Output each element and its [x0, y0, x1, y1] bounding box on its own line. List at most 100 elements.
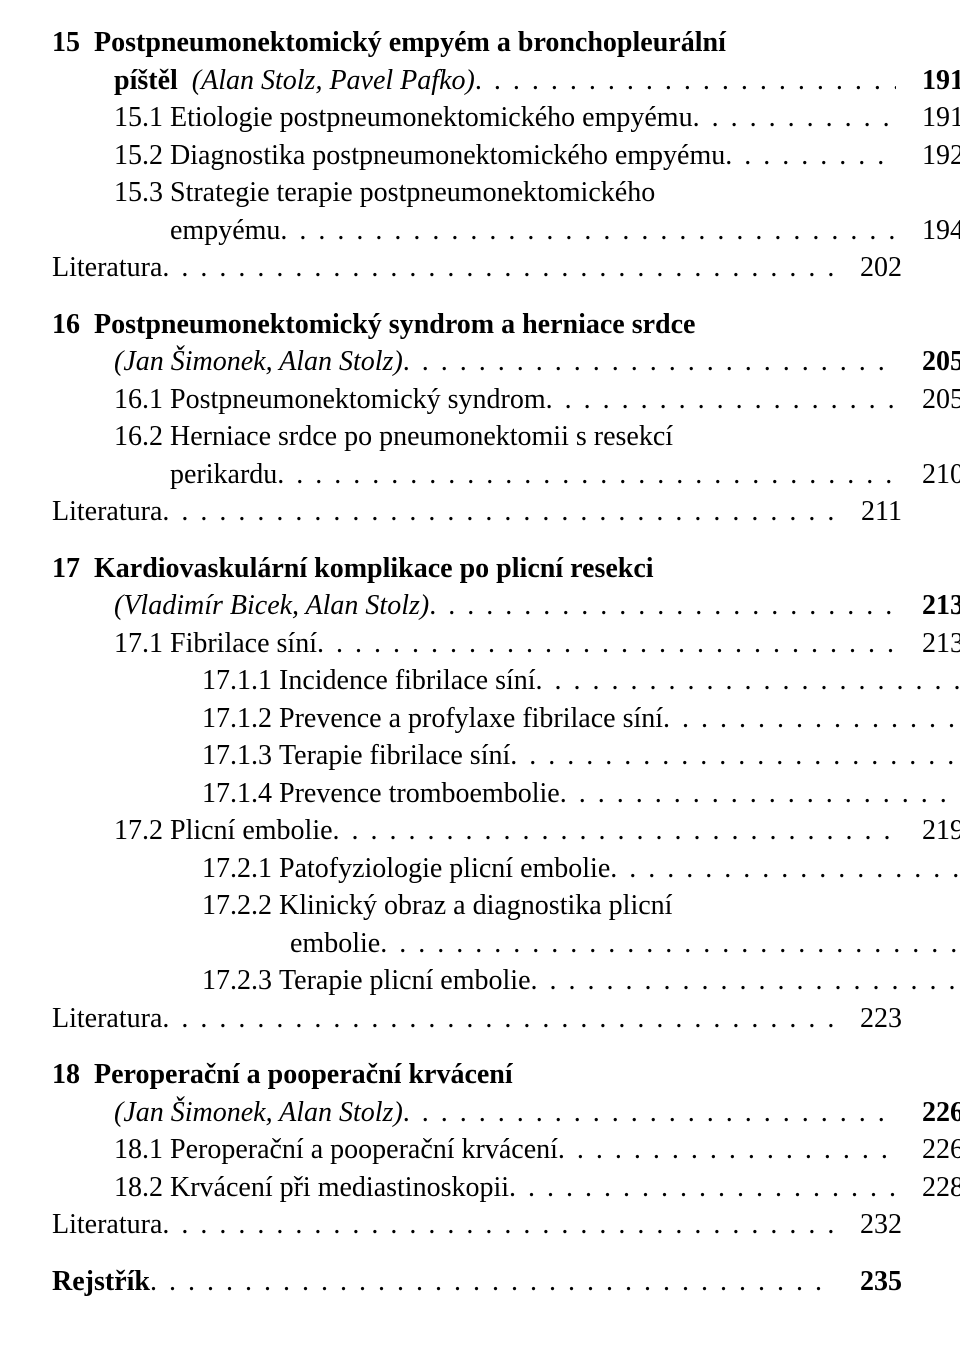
- section-number: 15.3: [114, 174, 170, 212]
- chapter-number: 15: [52, 27, 80, 58]
- section-number: 18.2: [114, 1169, 170, 1207]
- dot-leader: [475, 62, 896, 100]
- section-label: embolie: [290, 925, 380, 963]
- page-number: 223: [834, 1000, 902, 1038]
- chapter-15: 15 Postpneumonektomický empyém a broncho…: [52, 24, 902, 287]
- toc-entry: 17.2 Plicní embolie 219: [52, 812, 960, 850]
- dot-leader: [510, 737, 960, 775]
- section-number: 16.1: [114, 381, 170, 419]
- section-label: Terapie plicní embolie: [279, 962, 531, 1000]
- index-entry: Rejstřík 235: [52, 1263, 902, 1301]
- dot-leader: [531, 962, 960, 1000]
- chapter-authors: (Vladimír Bicek, Alan Stolz): [114, 587, 429, 625]
- section-label: Terapie fibrilace síní: [279, 737, 510, 775]
- page-number: 213: [896, 625, 960, 663]
- dot-leader: [162, 1000, 834, 1038]
- page-number: 235: [834, 1263, 902, 1301]
- section-label: Krvácení při mediastinoskopii: [170, 1169, 509, 1207]
- section-number: 16.2: [114, 418, 170, 456]
- chapter-authors: (Alan Stolz, Pavel Pafko): [192, 65, 475, 96]
- page-number: 202: [834, 249, 902, 287]
- section-label: Incidence fibrilace síní: [279, 662, 536, 700]
- chapter-authors: (Jan Šimonek, Alan Stolz): [114, 343, 403, 381]
- dot-leader: [162, 493, 834, 531]
- dot-leader: [558, 1131, 896, 1169]
- dot-leader: [725, 137, 896, 175]
- chapter-title-text: Kardiovaskulární komplikace po plicní re…: [94, 553, 654, 584]
- dot-leader: [333, 812, 896, 850]
- dot-leader: [693, 99, 896, 137]
- section-number: 17.1: [114, 625, 170, 663]
- section-label: Diagnostika postpneumonektomického empyé…: [170, 137, 725, 175]
- literature-entry: Literatura 232: [52, 1206, 902, 1244]
- literature-label: Literatura: [52, 249, 162, 287]
- page-number: 205: [896, 381, 960, 419]
- section-number: 17.2: [114, 812, 170, 850]
- page-number: 226: [896, 1131, 960, 1169]
- chapter-title: 18 Peroperační a pooperační krvácení: [52, 1056, 902, 1094]
- chapter-authors-line: (Jan Šimonek, Alan Stolz) 205: [52, 343, 960, 381]
- chapter-title-text: Postpneumonektomický syndrom a herniace …: [94, 309, 695, 340]
- toc-entry: 15.2 Diagnostika postpneumonektomického …: [52, 137, 960, 175]
- chapter-title-text: Postpneumonektomický empyém a bronchople…: [94, 27, 726, 58]
- dot-leader: [610, 850, 960, 888]
- section-number: 17.1.2: [202, 700, 279, 738]
- page-number: 205: [896, 343, 960, 381]
- literature-entry: Literatura 202: [52, 249, 902, 287]
- chapter-authors: (Jan Šimonek, Alan Stolz): [114, 1094, 403, 1132]
- chapter-title-text-l2: píštěl: [114, 65, 178, 96]
- section-label: perikardu: [170, 456, 277, 494]
- section-label: Peroperační a pooperační krvácení: [170, 1131, 558, 1169]
- section-label: Postpneumonektomický syndrom: [170, 381, 546, 419]
- dot-leader: [509, 1169, 896, 1207]
- index-label: Rejstřík: [52, 1263, 150, 1301]
- page-number: 228: [896, 1169, 960, 1207]
- toc-entry-line1: 17.2.2 Klinický obraz a diagnostika plic…: [52, 887, 960, 925]
- dot-leader: [150, 1263, 834, 1301]
- toc-entry: 17.1.4 Prevence tromboembolie 218: [52, 775, 960, 813]
- chapter-number: 17: [52, 553, 80, 584]
- chapter-18: 18 Peroperační a pooperační krvácení (Ja…: [52, 1056, 902, 1244]
- toc-entry: 18.1 Peroperační a pooperační krvácení 2…: [52, 1131, 960, 1169]
- section-label: Etiologie postpneumonektomického empyému: [170, 99, 693, 137]
- toc-entry-line2: 15.3 empyému 194: [52, 212, 960, 250]
- toc-entry-line1: 16.2 Herniace srdce po pneumonektomii s …: [52, 418, 960, 456]
- section-number: 18.1: [114, 1131, 170, 1169]
- page-number: 210: [896, 456, 960, 494]
- chapter-17: 17 Kardiovaskulární komplikace po plicní…: [52, 550, 902, 1038]
- page-number: 192: [896, 137, 960, 175]
- page-number: 191: [896, 62, 960, 100]
- toc-entry-line1: 15.3 Strategie terapie postpneumonektomi…: [52, 174, 960, 212]
- dot-leader: [380, 925, 960, 963]
- page-number: 211: [834, 493, 902, 531]
- page-number: 226: [896, 1094, 960, 1132]
- chapter-title-text: Peroperační a pooperační krvácení: [94, 1059, 513, 1090]
- chapter-16: 16 Postpneumonektomický syndrom a hernia…: [52, 306, 902, 531]
- chapter-number: 16: [52, 309, 80, 340]
- toc-entry: 15.1 Etiologie postpneumonektomického em…: [52, 99, 960, 137]
- section-label: Prevence a profylaxe fibrilace síní: [279, 700, 663, 738]
- page-number: 232: [834, 1206, 902, 1244]
- dot-leader: [403, 1094, 896, 1132]
- literature-label: Literatura: [52, 1000, 162, 1038]
- section-label: Prevence tromboembolie: [279, 775, 560, 813]
- dot-leader: [162, 249, 834, 287]
- chapter-title: 16 Postpneumonektomický syndrom a hernia…: [52, 306, 902, 344]
- section-label: Herniace srdce po pneumonektomii s resek…: [170, 418, 673, 456]
- dot-leader: [560, 775, 960, 813]
- section-number: 17.2.1: [202, 850, 279, 888]
- section-number: 15.2: [114, 137, 170, 175]
- section-number: 17.1.3: [202, 737, 279, 775]
- toc-entry-line2: 16.2 perikardu 210: [52, 456, 960, 494]
- page-number: 213: [896, 587, 960, 625]
- chapter-title-line2: píštěl (Alan Stolz, Pavel Pafko) 191: [52, 62, 960, 100]
- toc-entry-line2: embolie 221: [52, 925, 960, 963]
- page-number: 194: [896, 212, 960, 250]
- section-number: 15.1: [114, 99, 170, 137]
- dot-leader: [280, 212, 896, 250]
- section-label: Plicní embolie: [170, 812, 333, 850]
- dot-leader: [546, 381, 896, 419]
- literature-label: Literatura: [52, 493, 162, 531]
- literature-entry: Literatura 211: [52, 493, 902, 531]
- section-number: 17.1.1: [202, 662, 279, 700]
